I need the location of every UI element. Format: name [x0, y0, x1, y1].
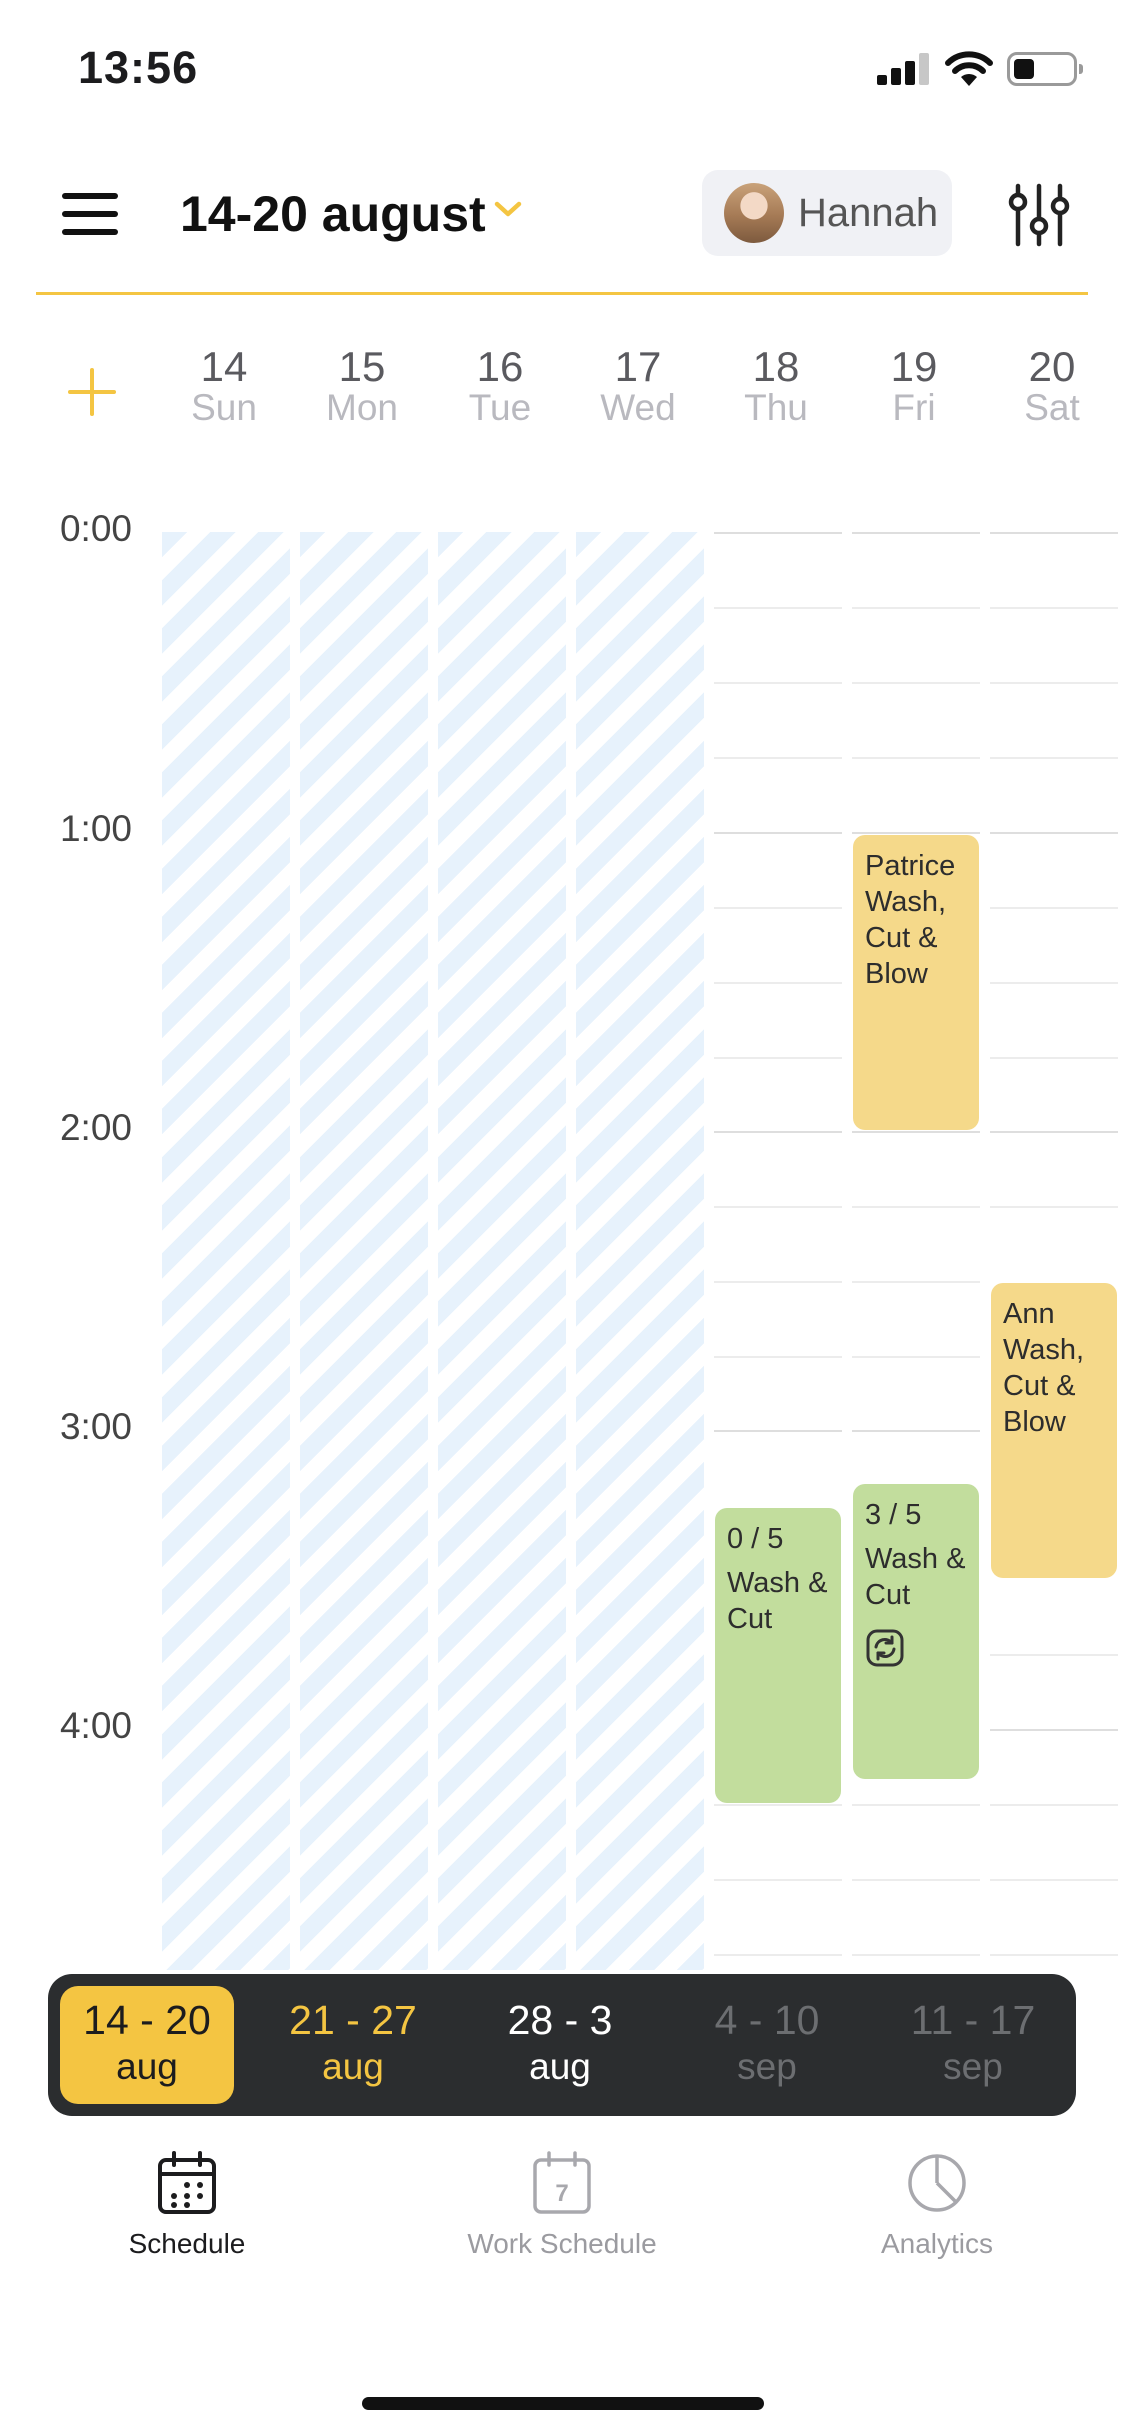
tab-label: Analytics: [880, 2228, 994, 2259]
filter-sliders-icon[interactable]: [1008, 182, 1070, 248]
tab-analytics[interactable]: Analytics: [807, 2150, 1067, 2260]
calendar-day-icon: 7: [533, 2151, 591, 2214]
week-month: aug: [529, 2046, 591, 2088]
class-card[interactable]: 0 / 5 Wash & Cut: [715, 1508, 841, 1803]
calendar-icon: [158, 2151, 216, 2214]
day-column-header[interactable]: 18 Thu: [716, 343, 836, 429]
past-day-column: [300, 532, 428, 1970]
past-day-column: [576, 532, 704, 1970]
menu-icon[interactable]: [62, 193, 118, 235]
week-option[interactable]: 28 - 3 aug: [473, 1986, 647, 2104]
day-column-header[interactable]: 15 Mon: [302, 343, 422, 429]
week-month: sep: [943, 2046, 1003, 2088]
user-name: Hannah: [798, 191, 939, 235]
calendar-grid[interactable]: 0:00 1:00 2:00 3:00 4:00: [0, 500, 1125, 1970]
hour-label: 2:00: [59, 1107, 132, 1148]
event-client: Patrice: [865, 850, 956, 882]
week-switcher: 14 - 20 aug 21 - 27 aug 28 - 3 aug 4 - 1…: [48, 1974, 1076, 2116]
hour-label: 4:00: [59, 1705, 132, 1746]
date-range-title[interactable]: 14-20 august: [180, 186, 486, 242]
event-capacity: 0 / 5: [727, 1523, 784, 1555]
user-selector[interactable]: Hannah: [702, 170, 952, 256]
chevron-down-icon[interactable]: [493, 198, 523, 220]
tab-label: Work Schedule: [467, 2228, 657, 2259]
battery-icon: [1007, 52, 1083, 86]
week-month: aug: [322, 2046, 384, 2088]
appointment-card[interactable]: Ann Wash, Cut & Blow: [991, 1283, 1117, 1578]
day-number: 14: [200, 343, 248, 390]
status-time: 13:56: [78, 42, 199, 93]
event-service: Wash, Cut & Blow: [865, 885, 947, 990]
day-weekday: Fri: [892, 387, 936, 429]
past-day-column: [438, 532, 566, 1970]
day-number: 16: [476, 343, 524, 390]
week-range: 4 - 10: [714, 1997, 820, 2043]
day-header: 14 Sun 15 Mon 16 Tue 17 Wed 18 Thu 19 Fr…: [0, 343, 1125, 455]
day-number: 15: [338, 343, 386, 390]
week-option-disabled: 4 - 10 sep: [680, 1986, 854, 2104]
class-card[interactable]: 3 / 5 Wash & Cut: [853, 1484, 979, 1779]
day-number: 19: [890, 343, 938, 390]
week-range: 28 - 3: [507, 1997, 613, 2043]
header-divider: [36, 292, 1088, 295]
week-month: sep: [737, 2046, 797, 2088]
event-service: Wash, Cut & Blow: [1003, 1333, 1085, 1438]
add-icon[interactable]: [67, 367, 117, 417]
bottom-tab-bar: Schedule 7 Work Schedule Analytics: [0, 2150, 1125, 2290]
day-column-header[interactable]: 17 Wed: [578, 343, 698, 429]
home-indicator[interactable]: [362, 2397, 764, 2410]
tab-label: Schedule: [128, 2228, 246, 2259]
app-header: 14-20 august Hannah: [0, 160, 1125, 295]
day-column-header[interactable]: 14 Sun: [164, 343, 284, 429]
event-capacity: 3 / 5: [865, 1499, 922, 1531]
week-option[interactable]: 21 - 27 aug: [266, 1986, 440, 2104]
pie-chart-icon: [908, 2154, 966, 2212]
day-column-header[interactable]: 20 Sat: [992, 343, 1112, 429]
day-column[interactable]: [990, 532, 1118, 1970]
tab-work-schedule[interactable]: 7 Work Schedule: [432, 2150, 692, 2260]
event-service: Wash & Cut: [727, 1566, 828, 1635]
hour-label: 3:00: [59, 1406, 132, 1447]
day-column-header[interactable]: 16 Tue: [440, 343, 560, 429]
avatar: [724, 183, 784, 243]
day-weekday: Thu: [744, 387, 808, 429]
day-number: 18: [752, 343, 800, 390]
day-weekday: Sun: [191, 387, 257, 429]
week-range: 21 - 27: [289, 1997, 417, 2043]
day-number: 20: [1028, 343, 1076, 390]
day-weekday: Tue: [468, 387, 532, 429]
recurring-icon: [866, 1629, 904, 1667]
wifi-icon: [945, 51, 993, 86]
event-client: Ann: [1003, 1298, 1055, 1330]
event-service: Wash & Cut: [865, 1542, 966, 1611]
week-month: aug: [116, 2046, 178, 2088]
hour-label: 1:00: [59, 808, 132, 849]
status-bar: 13:56: [0, 0, 1125, 135]
week-range: 11 - 17: [910, 1997, 1036, 2043]
hour-label: 0:00: [59, 508, 132, 549]
day-number: 17: [614, 343, 662, 390]
week-option-disabled: 11 - 17 sep: [886, 1986, 1060, 2104]
day-weekday: Wed: [600, 387, 676, 429]
appointment-card[interactable]: Patrice Wash, Cut & Blow: [853, 835, 979, 1130]
week-range: 14 - 20: [83, 1997, 211, 2043]
past-day-column: [162, 532, 290, 1970]
tab-schedule[interactable]: Schedule: [57, 2150, 317, 2260]
day-weekday: Mon: [326, 387, 398, 429]
day-weekday: Sat: [1024, 387, 1080, 429]
week-option-selected[interactable]: 14 - 20 aug: [60, 1986, 234, 2104]
cellular-signal-icon: [877, 53, 931, 85]
day-column-header[interactable]: 19 Fri: [854, 343, 974, 429]
tab-badge: 7: [555, 2180, 568, 2207]
